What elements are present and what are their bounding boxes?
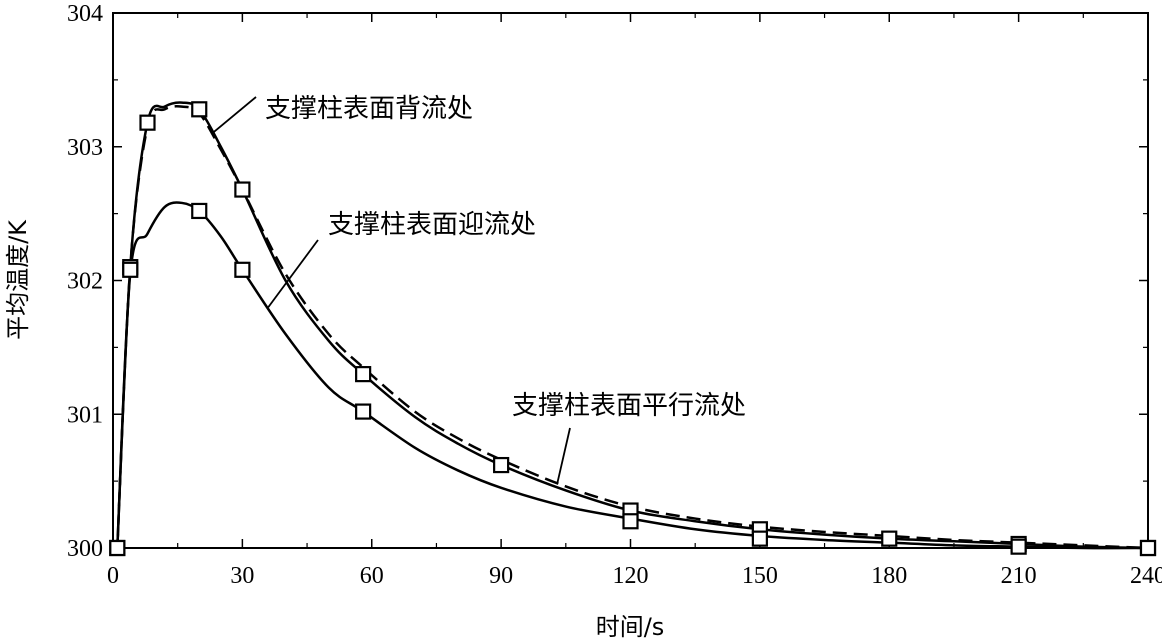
annotation-label: 支撑柱表面迎流处	[328, 210, 536, 240]
annotation-leader	[556, 427, 571, 485]
x-tick-label: 240	[1130, 563, 1162, 589]
x-tick-label: 90	[489, 563, 513, 589]
series-marker-0	[234, 181, 251, 198]
x-tick-label: 0	[107, 563, 119, 589]
annotation-leader	[267, 239, 319, 308]
x-axis-label: 时间/s	[596, 613, 665, 641]
x-tick-label: 120	[613, 563, 649, 589]
annotation-label: 支撑柱表面背流处	[265, 94, 473, 124]
x-tick-label: 150	[742, 563, 778, 589]
x-axis-ticks: 0 30 60 90 120 150 180 210 240	[107, 13, 1162, 589]
marker-layer	[109, 101, 1157, 557]
series-line-2	[116, 105, 1149, 550]
series-marker-1	[191, 202, 208, 220]
y-axis-ticks: 300 301 302 303 304	[67, 1, 1148, 562]
x-tick-label: 60	[360, 563, 384, 589]
series-marker-1	[122, 261, 139, 278]
series-line-0	[116, 101, 1149, 550]
series-marker-1	[355, 403, 372, 420]
series-marker-1	[234, 261, 251, 278]
y-tick-label: 300	[67, 536, 103, 562]
y-tick-label: 304	[67, 1, 103, 27]
annotation-label: 支撑柱表面平行流处	[512, 391, 746, 421]
y-tick-label: 303	[67, 135, 103, 161]
y-tick-label: 301	[67, 402, 103, 428]
series-marker-0	[191, 101, 208, 118]
series-marker-0	[139, 114, 156, 131]
y-axis-label: 平均温度/K	[4, 219, 32, 340]
x-tick-label: 30	[230, 563, 254, 589]
series-marker-1	[1139, 539, 1157, 557]
y-tick-label: 302	[67, 269, 103, 295]
series-layer	[116, 101, 1149, 550]
annotation-leader	[211, 96, 257, 135]
series-marker-0	[493, 456, 510, 474]
series-marker-1	[751, 530, 768, 547]
x-tick-label: 210	[1001, 563, 1037, 589]
series-marker-1	[1010, 538, 1027, 555]
series-marker-1	[109, 539, 126, 557]
series-marker-1	[622, 513, 639, 530]
x-tick-label: 180	[871, 563, 907, 589]
series-marker-0	[881, 530, 898, 547]
series-marker-0	[355, 366, 372, 383]
